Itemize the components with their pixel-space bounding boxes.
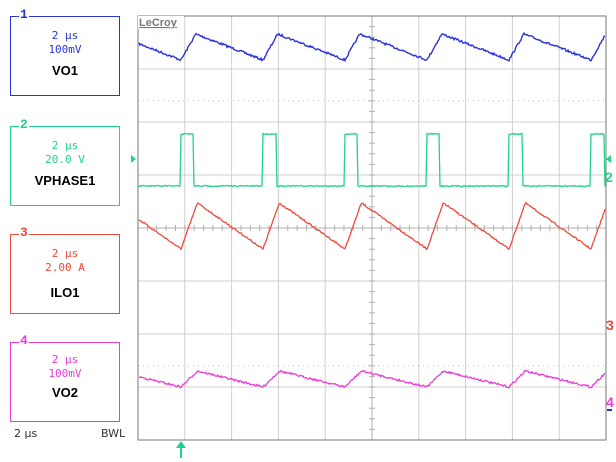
channel-4-timebase: 2 µs bbox=[51, 353, 79, 366]
footer-bwl-indicator: BWL bbox=[101, 427, 126, 440]
trace-ilo1 bbox=[138, 201, 606, 251]
trace-vphase1 bbox=[138, 132, 606, 188]
trigger-arrow-head bbox=[176, 441, 186, 448]
channel-2-timebase: 2 µs bbox=[51, 139, 79, 152]
channel-4-scale: 100mV bbox=[48, 367, 82, 380]
channel-2-box[interactable]: 2 2 µs 20.0 V VPHASE1 bbox=[10, 118, 120, 206]
channel-2-label: VPHASE1 bbox=[34, 173, 96, 188]
ch2-marker-label: 2 bbox=[605, 169, 613, 185]
ch4-marker-label: 4 bbox=[606, 394, 614, 410]
ch2-ground-marker-right bbox=[606, 155, 611, 163]
ch2-ground-marker-left bbox=[131, 155, 136, 163]
brand-badge-bg bbox=[138, 16, 184, 29]
channel-3-label: ILO1 bbox=[50, 285, 80, 300]
channel-1-box[interactable]: 1 2 µs 100mV VO1 bbox=[10, 8, 120, 96]
graticule bbox=[138, 16, 606, 440]
channel-4-box[interactable]: 4 2 µs 100mV VO2 bbox=[10, 334, 120, 422]
channel-3-timebase: 2 µs bbox=[51, 247, 79, 260]
scope-display-border bbox=[137, 15, 607, 441]
ch3-marker-label: 3 bbox=[606, 317, 614, 333]
channel-3-scale: 2.00 A bbox=[45, 261, 85, 274]
brand-logo: LeCroy bbox=[139, 17, 178, 29]
channel-3-number: 3 bbox=[19, 225, 29, 240]
footer-timebase: 2 µs bbox=[14, 427, 38, 440]
channel-4-number: 4 bbox=[19, 333, 29, 348]
channel-1-scale: 100mV bbox=[48, 43, 82, 56]
channel-2-scale: 20.0 V bbox=[45, 153, 85, 166]
channel-3-box[interactable]: 3 2 µs 2.00 A ILO1 bbox=[10, 226, 120, 314]
trace-vo2 bbox=[138, 369, 606, 389]
channel-1-label: VO1 bbox=[51, 63, 78, 78]
channel-1-number: 1 bbox=[19, 7, 29, 22]
channel-4-label: VO2 bbox=[51, 385, 78, 400]
channel-2-number: 2 bbox=[19, 117, 29, 132]
channel-1-timebase: 2 µs bbox=[51, 29, 79, 42]
waveform-traces bbox=[138, 31, 606, 389]
trace-vo1 bbox=[138, 31, 606, 63]
channel-markers: 2 3 4 bbox=[131, 155, 614, 458]
